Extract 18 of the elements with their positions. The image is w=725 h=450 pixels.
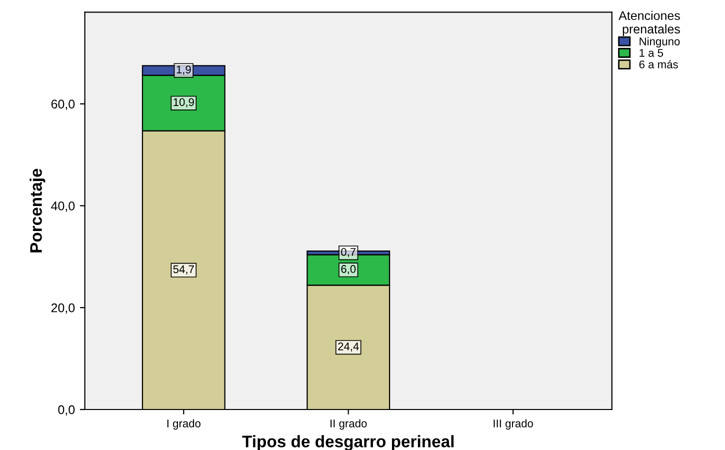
y-axis-title: Porcentaje	[30, 168, 46, 252]
y-tick-label: 0,0	[58, 405, 75, 416]
x-tick-label: III grado	[494, 419, 533, 430]
data-label: 24,4	[338, 342, 359, 352]
y-tick-label: 20,0	[51, 303, 75, 314]
x-tick-label: I grado	[167, 419, 200, 430]
data-label: 0,7	[341, 248, 356, 258]
data-label: 1,9	[176, 66, 191, 75]
y-tick-label: 40,0	[51, 202, 75, 212]
legend-label: 6 a más	[639, 60, 678, 68]
y-tick-label: 60,0	[51, 100, 75, 110]
legend-label: 1 a 5	[640, 49, 664, 57]
data-label: 54,7	[173, 265, 194, 274]
x-tick-label: II grado	[330, 419, 367, 430]
data-label: 10,9	[174, 98, 194, 108]
legend-title: Atenciones prenatales	[618, 10, 680, 36]
legend-label: Ninguno	[640, 37, 680, 48]
data-label: 6,0	[341, 265, 356, 274]
